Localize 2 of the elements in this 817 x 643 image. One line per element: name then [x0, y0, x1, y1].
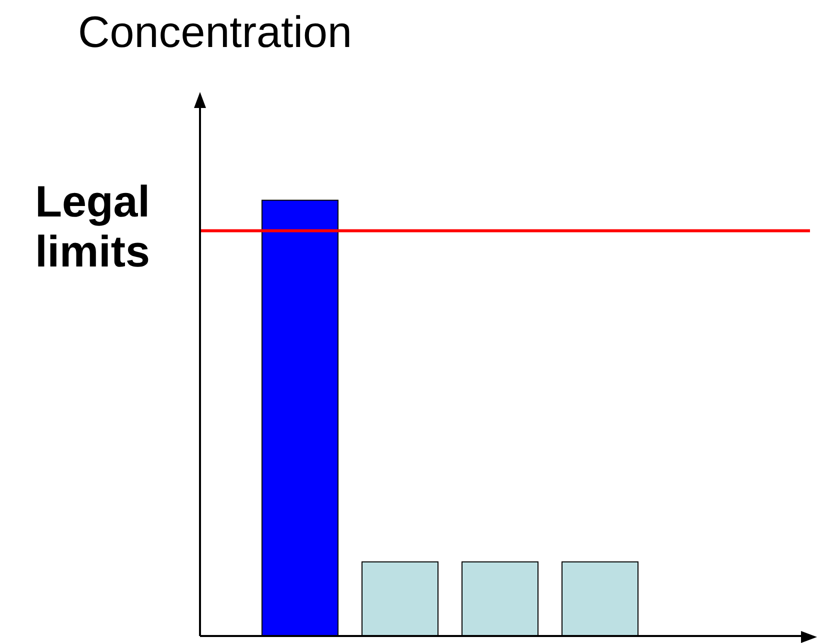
ref-line-label: Legal limits [35, 178, 150, 277]
y-axis-title: Concentration [78, 8, 352, 58]
